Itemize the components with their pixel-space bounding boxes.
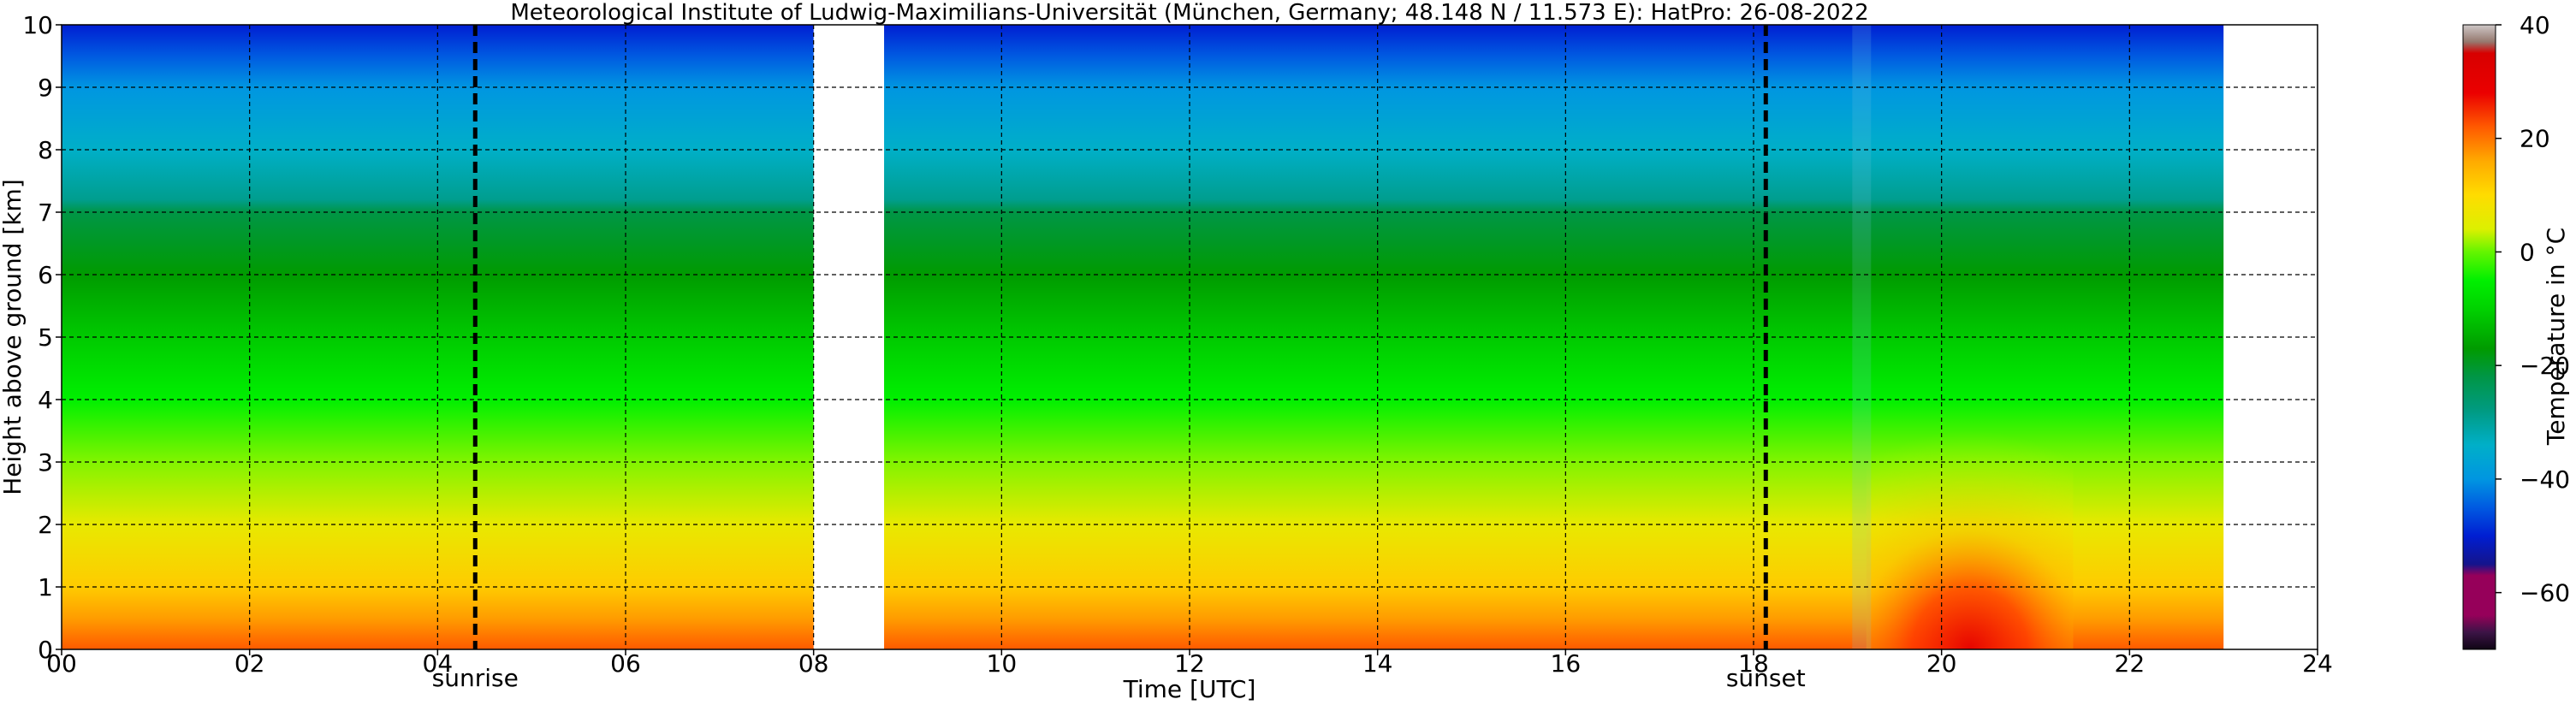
y-tick-label: 10 <box>22 11 53 39</box>
y-tick-label: 2 <box>38 511 53 539</box>
x-tick-label: 16 <box>1551 649 1582 678</box>
x-tick-label: 18 <box>1738 649 1769 678</box>
colorbar-tick-label: 20 <box>2520 125 2550 153</box>
x-tick-label: 20 <box>1926 649 1957 678</box>
x-tick-label: 00 <box>46 649 77 678</box>
x-tick-label: 04 <box>423 649 454 678</box>
x-tick-label: 22 <box>2115 649 2146 678</box>
sunrise-label: sunrise <box>432 664 519 692</box>
y-tick-label: 8 <box>38 136 53 164</box>
chart-title: Meteorological Institute of Ludwig-Maxim… <box>510 0 1868 26</box>
y-tick-label: 4 <box>38 386 53 414</box>
x-tick-label: 06 <box>610 649 641 678</box>
y-tick-label: 7 <box>38 198 53 227</box>
x-tick-label: 14 <box>1362 649 1393 678</box>
colorbar-tick-label: −20 <box>2520 352 2570 380</box>
anomaly-onset-streak <box>1852 25 1872 649</box>
x-tick-label: 12 <box>1174 649 1205 678</box>
y-tick-label: 6 <box>38 261 53 289</box>
colorbar-gradient <box>2463 25 2496 649</box>
x-tick-label: 08 <box>798 649 829 678</box>
y-tick-label: 9 <box>38 74 53 102</box>
x-tick-label: 02 <box>234 649 265 678</box>
event-lines: sunrise sunset <box>432 25 1806 692</box>
colorbar-label: Temperature in °C <box>2542 228 2570 446</box>
grid-lines <box>62 25 2318 649</box>
x-axis-label: Time [UTC] <box>1123 675 1256 703</box>
x-tick-label: 24 <box>2302 649 2333 678</box>
y-tick-label: 3 <box>38 448 53 477</box>
y-axis-label: Height above ground [km] <box>0 179 27 495</box>
colorbar: 40 20 0 −20 −40 −60 <box>2462 11 2570 650</box>
y-tick-label: 1 <box>38 573 53 601</box>
colorbar-frame <box>2462 24 2496 650</box>
evening-warm-anomaly <box>1866 430 2074 649</box>
sunset-label: sunset <box>1726 664 1806 692</box>
colorbar-tick-label: 0 <box>2520 238 2535 266</box>
y-axis-ticks: 0 1 2 3 4 5 6 7 8 9 10 <box>22 11 62 664</box>
y-tick-label: 0 <box>38 636 53 664</box>
x-tick-label: 10 <box>987 649 1018 678</box>
colorbar-tick-label: 40 <box>2520 11 2550 39</box>
colorbar-tick-label: −40 <box>2520 465 2570 494</box>
x-axis-ticks: 00 02 04 06 08 10 12 14 16 18 20 22 24 <box>46 649 2333 678</box>
y-tick-label: 5 <box>38 323 53 352</box>
colorbar-tick-label: −60 <box>2520 579 2570 607</box>
